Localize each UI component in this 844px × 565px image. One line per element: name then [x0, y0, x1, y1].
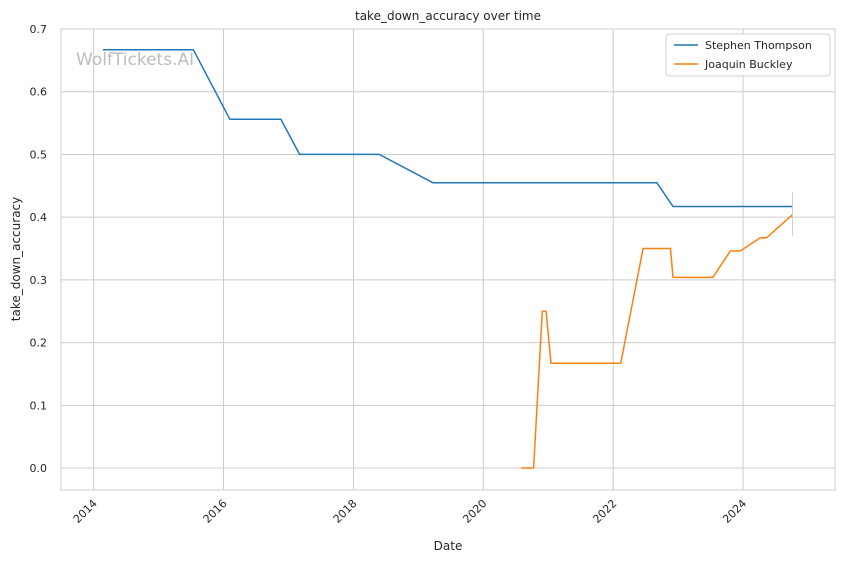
y-tick-label: 0.7: [30, 23, 48, 36]
y-tick-label: 0.4: [30, 211, 48, 224]
x-tick-label: 2018: [331, 497, 360, 526]
y-tick-label: 0.1: [30, 399, 48, 412]
y-tick-label: 0.2: [30, 337, 48, 350]
x-tick-label: 2020: [460, 497, 489, 526]
y-tick-label: 0.3: [30, 274, 48, 287]
y-tick-label: 0.5: [30, 148, 48, 161]
y-axis-label: take_down_accuracy: [9, 197, 23, 321]
legend-label-joaquin-buckley: Joaquin Buckley: [704, 58, 793, 71]
legend: Stephen Thompson Joaquin Buckley: [666, 34, 830, 76]
chart-title: take_down_accuracy over time: [355, 9, 541, 23]
x-tick-label: 2014: [71, 497, 100, 526]
x-tick-label: 2024: [720, 497, 749, 526]
x-tick-label: 2022: [590, 497, 619, 526]
y-tick-label: 0.0: [30, 462, 48, 475]
plot-area: [61, 29, 835, 490]
legend-label-stephen-thompson: Stephen Thompson: [705, 39, 812, 52]
watermark: WolfTickets.AI: [76, 50, 194, 70]
x-tick-label: 2016: [201, 497, 230, 526]
x-axis-label: Date: [434, 539, 463, 553]
y-tick-label: 0.6: [30, 86, 48, 99]
